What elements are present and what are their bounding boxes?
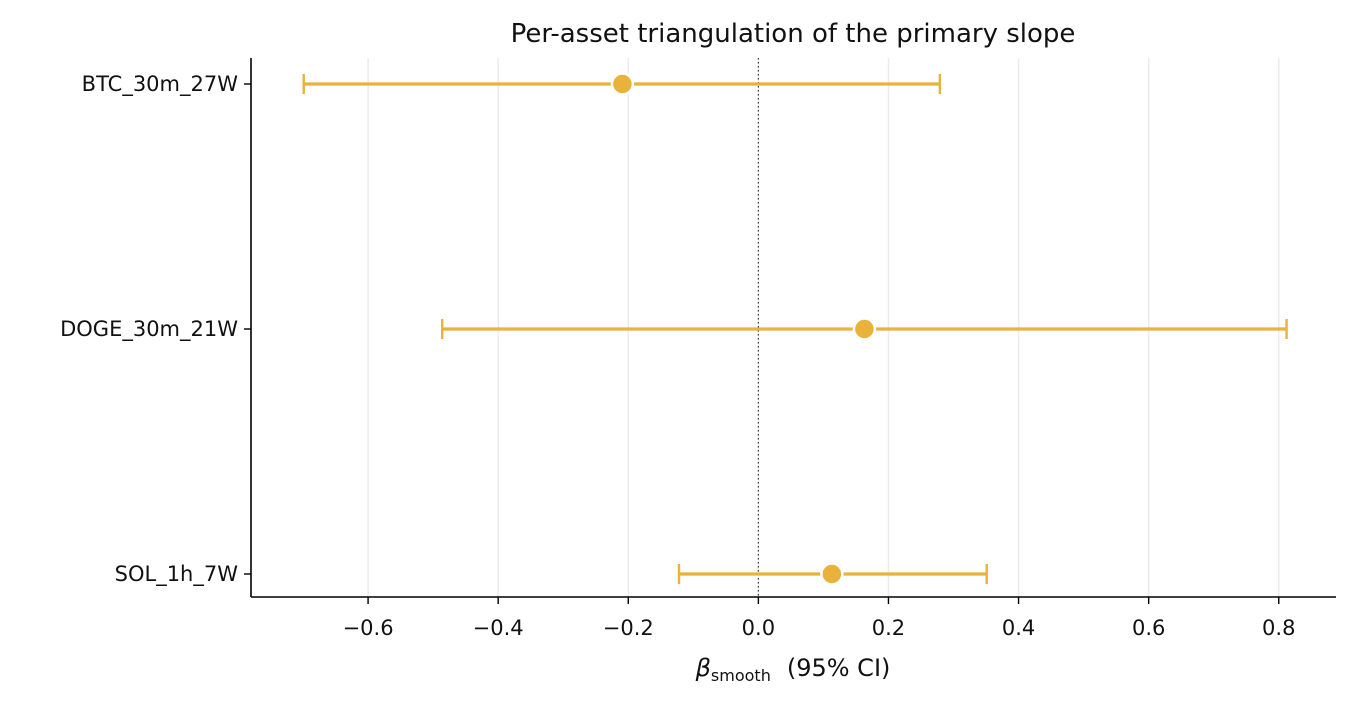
x-tick-label: 0.0 (742, 616, 775, 640)
x-tick-label: 0.8 (1262, 616, 1295, 640)
point-estimate-marker (610, 72, 635, 96)
y-tick-label: BTC_30m_27W (82, 72, 239, 97)
error-bar-group (677, 562, 988, 586)
x-tick-label: −0.4 (473, 616, 524, 640)
x-axis-label: βsmooth (95% CI) (695, 654, 891, 685)
x-ticks: −0.6 −0.4 −0.2 0.0 0.2 0.4 0.6 0.8 (343, 597, 1295, 640)
y-tick-label: SOL_1h_7W (115, 562, 239, 587)
x-tick-label: −0.2 (603, 616, 654, 640)
error-bar-group (302, 72, 942, 96)
point-estimate-marker (852, 317, 877, 341)
x-axis-label-suffix: (95% CI) (787, 654, 891, 682)
x-tick-label: 0.6 (1132, 616, 1165, 640)
error-bar-group (441, 317, 1288, 341)
x-tick-label: 0.4 (1002, 616, 1035, 640)
chart-title: Per-asset triangulation of the primary s… (511, 19, 1076, 49)
y-ticks: BTC_30m_27W DOGE_30m_21W SOL_1h_7W (60, 72, 251, 587)
x-tick-label: −0.6 (343, 616, 394, 640)
x-axis-label-symbol: β (695, 654, 711, 682)
point-estimate-marker (820, 562, 844, 586)
x-tick-label: 0.2 (872, 616, 905, 640)
x-axis-label-subscript: smooth (711, 666, 771, 685)
series-layer (302, 72, 1288, 586)
y-tick-label: DOGE_30m_21W (60, 317, 238, 342)
